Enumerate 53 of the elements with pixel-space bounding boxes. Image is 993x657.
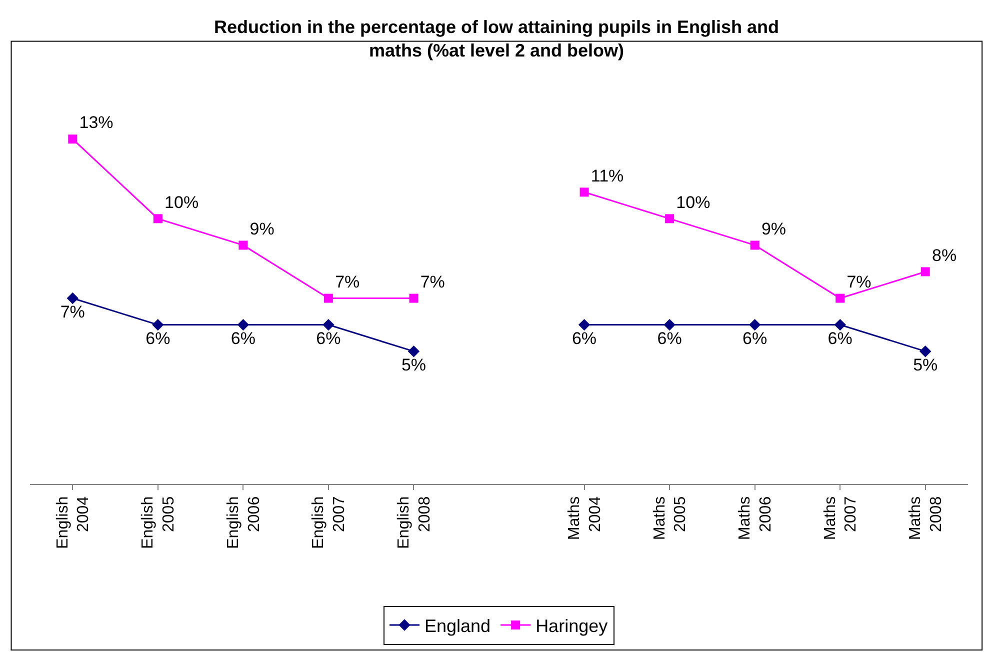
data-label: 7% — [60, 302, 85, 322]
point — [408, 345, 420, 358]
data-label: 6% — [742, 329, 768, 348]
x-tick-label: Maths 2004 — [566, 496, 604, 540]
x-tick-label: Maths 2005 — [651, 496, 690, 540]
point — [66, 292, 78, 304]
data-label: 6% — [146, 329, 170, 348]
point — [920, 267, 930, 276]
point — [152, 318, 164, 331]
x-tick-label: English 2007 — [310, 496, 348, 549]
x-tick-label: Maths 2008 — [907, 496, 945, 540]
data-label: 6% — [657, 329, 682, 348]
point — [238, 240, 248, 250]
point — [748, 318, 761, 331]
point — [836, 294, 845, 303]
data-label: 7% — [420, 272, 445, 292]
x-tick-label: English 2006 — [224, 496, 263, 549]
legend-label: England — [424, 616, 491, 636]
point — [324, 294, 333, 303]
point — [237, 318, 250, 331]
data-label: 5% — [401, 356, 426, 375]
data-label: 8% — [932, 246, 957, 265]
data-label: 13% — [79, 113, 114, 132]
data-label: 6% — [572, 329, 597, 348]
data-label: 9% — [761, 219, 786, 238]
x-tick-label: Maths 2007 — [822, 496, 860, 540]
point — [409, 294, 418, 303]
point — [322, 318, 334, 331]
data-label: 10% — [676, 192, 710, 212]
point — [750, 240, 760, 250]
point — [153, 214, 162, 224]
point — [665, 214, 674, 224]
x-tick-label: English 2005 — [140, 496, 178, 549]
point — [580, 188, 589, 197]
data-label: 9% — [250, 219, 274, 238]
data-label: 6% — [316, 329, 341, 348]
data-label: 6% — [230, 329, 256, 348]
point — [68, 134, 78, 144]
data-label: 10% — [164, 192, 199, 212]
point — [578, 318, 590, 331]
point — [664, 318, 676, 331]
data-label: 5% — [913, 356, 938, 375]
data-label: 7% — [846, 272, 872, 292]
x-tick-label: English 2008 — [396, 496, 434, 549]
point — [920, 345, 932, 358]
data-label: 7% — [335, 272, 360, 292]
x-tick-label: Maths 2006 — [736, 496, 774, 540]
chart-title: Reduction in the percentage of low attaining pupils in English and maths (%at level 2 and below) — [214, 16, 780, 60]
legend-label: Haringey — [536, 616, 608, 636]
point — [834, 318, 846, 331]
x-tick-label: English 2004 — [54, 496, 92, 549]
data-label: 6% — [828, 329, 852, 348]
data-label: 11% — [590, 166, 624, 186]
